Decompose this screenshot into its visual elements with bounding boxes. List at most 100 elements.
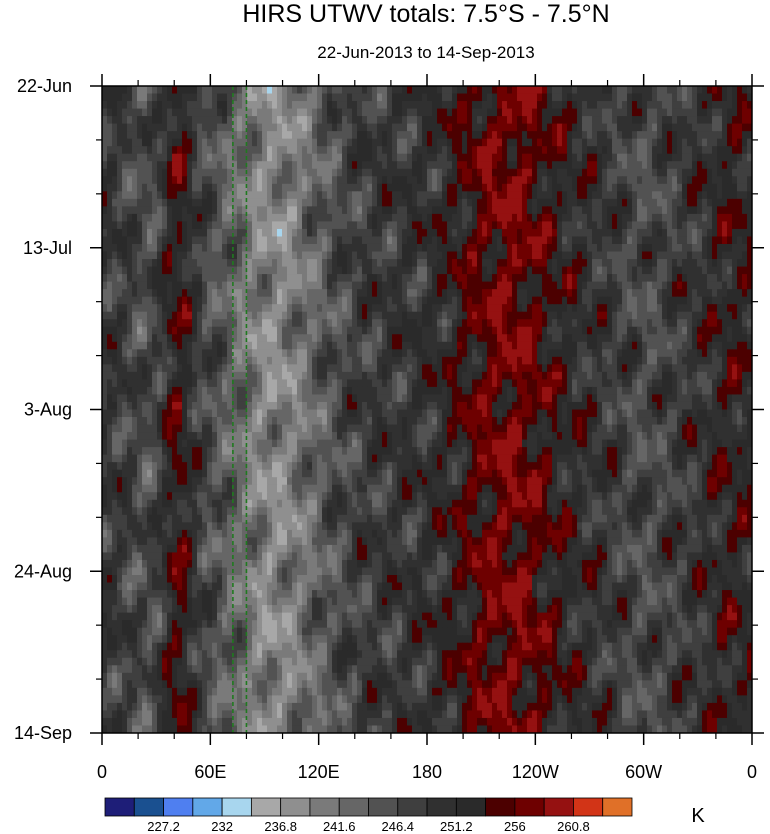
heatmap-cell [192,198,198,207]
heatmap-cell [222,161,228,170]
heatmap-cell [632,146,638,155]
heatmap-cell [132,176,138,185]
heatmap-cell [197,191,203,200]
heatmap-cell [482,356,488,365]
heatmap-cell [502,101,508,110]
heatmap-cell [727,108,733,117]
heatmap-cell [517,296,523,305]
heatmap-cell [577,146,583,155]
heatmap-cell [237,319,243,328]
heatmap-cell [347,236,353,245]
heatmap-cell [597,334,603,343]
heatmap-cell [327,259,333,268]
heatmap-cell [262,251,268,260]
heatmap-cell [167,319,173,328]
heatmap-cell [122,296,128,305]
heatmap-cell [112,213,118,223]
heatmap-cell [202,206,208,215]
heatmap-cell [437,108,443,117]
heatmap-cell [312,326,318,335]
heatmap-cell [347,101,353,110]
heatmap-cell [117,228,123,238]
heatmap-cell [587,364,593,373]
heatmap-cell [177,319,183,328]
heatmap-cell [202,93,208,102]
heatmap-cell [327,176,333,185]
heatmap-cell [147,228,153,238]
heatmap-cell [507,236,513,245]
heatmap-cell [177,183,183,192]
heatmap-cell [642,349,648,358]
heatmap-cell [452,116,458,125]
heatmap-cell [292,183,298,192]
heatmap-cell [492,93,498,102]
heatmap-cell [307,168,313,177]
heatmap-cell [147,296,153,305]
heatmap-cell [277,101,283,110]
heatmap-cell [422,198,428,207]
heatmap-cell [542,289,548,298]
heatmap-cell [632,93,638,102]
heatmap-cell [227,183,233,192]
heatmap-cell [557,176,563,185]
heatmap-cell [692,108,698,117]
heatmap-cell [407,153,413,162]
heatmap-cell [207,349,213,358]
heatmap-cell [647,304,653,313]
heatmap-cell [577,356,583,365]
heatmap-cell [127,364,133,373]
heatmap-cell [597,153,603,162]
heatmap-cell [192,243,198,253]
heatmap-cell [192,161,198,170]
heatmap-cell [262,86,268,95]
heatmap-cell [267,146,273,155]
heatmap-cell [427,191,433,200]
heatmap-cell [617,281,623,290]
heatmap-cell [487,319,493,328]
heatmap-cell [547,334,553,343]
heatmap-cell [202,221,208,230]
heatmap-cell [632,251,638,260]
heatmap-cell [332,311,338,320]
heatmap-cell [677,161,683,170]
heatmap-cell [352,243,358,253]
heatmap-cell [142,334,148,343]
heatmap-cell [497,341,503,350]
heatmap-cell [572,341,578,350]
heatmap-cell [457,153,463,162]
heatmap-cell [707,281,713,290]
heatmap-cell [572,146,578,155]
heatmap-cell [737,153,743,162]
heatmap-cell [372,138,378,147]
heatmap-cell [687,311,693,320]
heatmap-cell [732,93,738,102]
heatmap-cell [472,259,478,268]
heatmap-cell [592,296,598,305]
heatmap-cell [702,341,708,350]
heatmap-cell [437,364,443,373]
heatmap-cell [367,228,373,238]
heatmap-cell [657,281,663,290]
heatmap-cell [642,281,648,290]
heatmap-cell [197,198,203,207]
heatmap-cell [747,206,752,215]
heatmap-cell [317,296,323,305]
heatmap-cell [392,259,398,268]
heatmap-cell [637,341,643,350]
heatmap-cell [222,356,228,365]
heatmap-cell [417,101,423,110]
heatmap-cell [402,93,408,102]
heatmap-cell [562,251,568,260]
heatmap-cell [327,289,333,298]
heatmap-cell [267,206,273,215]
heatmap-cell [287,183,293,192]
heatmap-cell [382,168,388,177]
heatmap-cell [277,243,283,253]
heatmap-cell [517,334,523,343]
heatmap-cell [332,176,338,185]
heatmap-cell [507,221,513,230]
heatmap-cell [667,341,673,350]
heatmap-cell [307,198,313,207]
heatmap-cell [577,296,583,305]
heatmap-cell [702,101,708,110]
